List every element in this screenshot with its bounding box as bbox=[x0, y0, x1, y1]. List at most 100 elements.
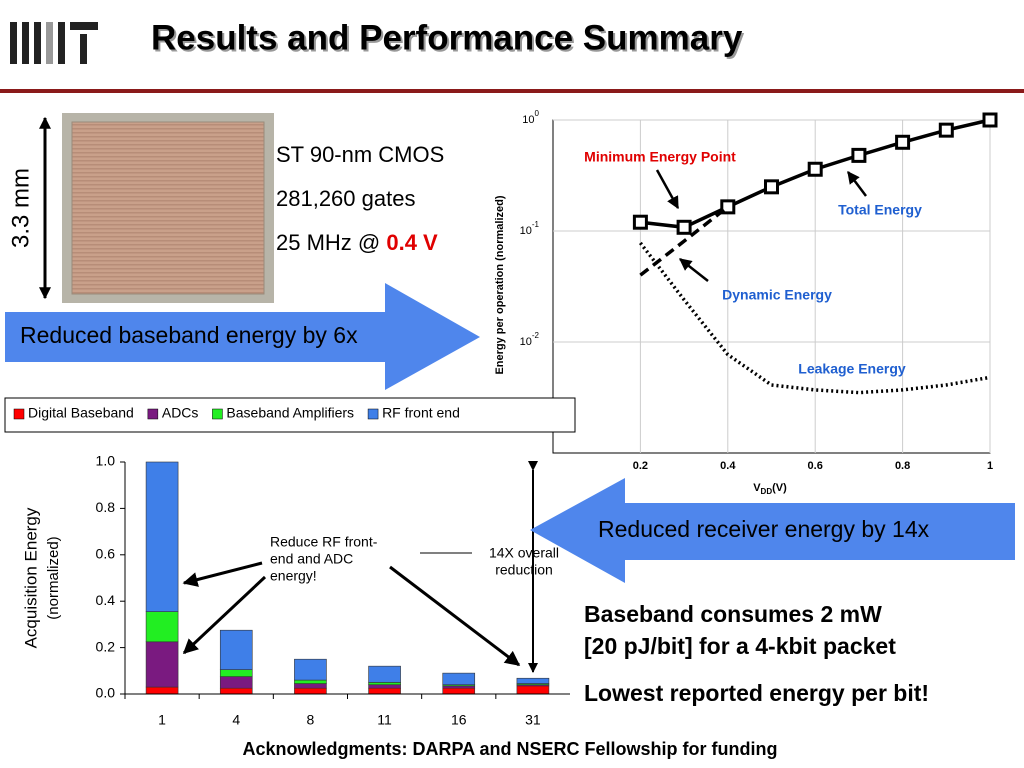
header-rule bbox=[0, 89, 1024, 93]
bar-segment bbox=[145, 641, 179, 688]
bar-segment bbox=[145, 611, 179, 643]
chip-spec: 281,260 gates bbox=[276, 186, 415, 211]
bar-segment bbox=[294, 683, 327, 689]
y-tick-exponent: -2 bbox=[532, 331, 540, 340]
legend-label: ADCs bbox=[162, 405, 199, 421]
bar-segment bbox=[294, 679, 327, 684]
bar-segment bbox=[368, 665, 401, 683]
bar-segment bbox=[442, 685, 476, 689]
bar-segment bbox=[368, 682, 401, 686]
legend-label: Digital Baseband bbox=[28, 405, 134, 421]
x-tick-label: 8 bbox=[307, 712, 315, 728]
y-tick-label: 0.2 bbox=[96, 638, 116, 654]
y-tick-exponent: -1 bbox=[532, 220, 540, 229]
legend-swatch bbox=[367, 408, 379, 420]
x-tick-label: 16 bbox=[451, 712, 467, 728]
line-annotation-arrows bbox=[655, 169, 867, 282]
logo bbox=[10, 22, 98, 64]
y-axis-label: Energy per operation (normalized) bbox=[494, 195, 506, 374]
callout-text: Reduced receiver energy by 14x bbox=[598, 516, 930, 542]
bar-segment bbox=[219, 676, 253, 689]
series-marker bbox=[807, 161, 823, 177]
footer: Acknowledgments: DARPA and NSERC Fellows… bbox=[242, 739, 777, 759]
annotation: energy! bbox=[270, 568, 317, 584]
chip-spec: ST 90-nm CMOS bbox=[276, 142, 444, 167]
series-marker bbox=[851, 147, 867, 163]
annotation-box bbox=[478, 544, 570, 582]
series-line bbox=[639, 241, 991, 395]
bar-annotation-arrows bbox=[182, 461, 538, 673]
callout-arrow bbox=[5, 283, 480, 390]
bar-segment bbox=[145, 461, 179, 612]
series-marker bbox=[632, 214, 648, 230]
title-shadow: Results and Performance Summary bbox=[153, 20, 745, 59]
annotation: Reduce RF front- bbox=[270, 534, 378, 550]
annotation: Total Energy bbox=[838, 202, 922, 218]
series-marker bbox=[676, 219, 692, 235]
plot-area bbox=[552, 119, 991, 454]
x-tick-label: 31 bbox=[525, 712, 541, 728]
y-tick-label: 10-1 bbox=[520, 220, 540, 237]
highlight: Baseband consumes 2 mW bbox=[584, 601, 882, 627]
x-label-base: V bbox=[753, 482, 761, 494]
bar-segment bbox=[294, 658, 327, 681]
annotation: Leakage Energy bbox=[798, 361, 906, 377]
y-tick-label: 0.8 bbox=[96, 499, 116, 515]
series-marker bbox=[720, 199, 736, 215]
x-label-unit: (V) bbox=[772, 482, 787, 494]
x-label-sub: DD bbox=[761, 487, 773, 496]
chip-die bbox=[71, 121, 265, 295]
x-tick-label: 11 bbox=[377, 712, 392, 728]
slide-title: Results and Performance Summary bbox=[151, 18, 743, 57]
bar-segment bbox=[219, 687, 253, 695]
bar-segment bbox=[442, 672, 476, 686]
annotation: end and ADC bbox=[270, 551, 353, 567]
y-tick-label: 0.0 bbox=[96, 685, 116, 701]
bar-segment bbox=[145, 686, 179, 695]
annotation-box bbox=[265, 533, 415, 588]
y-axis-label: Acquisition Energy bbox=[21, 507, 40, 648]
legend-swatch bbox=[212, 408, 223, 420]
callout-text: Reduced baseband energy by 6x bbox=[20, 322, 358, 348]
bar-segment bbox=[368, 687, 401, 695]
x-tick-label: 0.6 bbox=[808, 460, 823, 472]
bar-chart: Digital Baseband ADCs Baseband Amplifiers R… bbox=[4, 397, 576, 728]
highlight: [20 pJ/bit] for a 4-kbit packet bbox=[584, 633, 896, 659]
legend-label: Baseband Amplifiers bbox=[226, 405, 354, 421]
bar-segment bbox=[516, 685, 550, 695]
x-tick-label: 1 bbox=[987, 460, 993, 472]
x-tick-label: 0.4 bbox=[720, 460, 736, 472]
x-tick-label: 0.2 bbox=[633, 460, 648, 472]
y-tick-base: 10 bbox=[520, 336, 532, 348]
annotation: reduction bbox=[495, 562, 553, 578]
series-marker bbox=[982, 112, 998, 128]
y-tick-label: 100 bbox=[522, 109, 539, 126]
x-tick-label: 1 bbox=[158, 712, 166, 728]
annotation: Minimum Energy Point bbox=[584, 149, 736, 165]
annotation: Dynamic Energy bbox=[722, 287, 832, 303]
y-axis-label: (normalized) bbox=[45, 536, 62, 619]
bar-segment bbox=[219, 629, 253, 670]
bar-segment bbox=[294, 687, 327, 695]
chip-size: 3.3 mm bbox=[7, 168, 34, 248]
x-tick-label: 4 bbox=[232, 712, 240, 728]
chip-spec: 25 MHz @ 0.4 V bbox=[276, 230, 438, 255]
callout-arrow bbox=[530, 478, 1015, 583]
bar-segment bbox=[516, 677, 550, 684]
series-marker bbox=[938, 122, 954, 138]
legend-swatch bbox=[147, 408, 159, 420]
y-tick-base: 10 bbox=[520, 225, 532, 237]
y-tick-label: 10-2 bbox=[520, 331, 540, 348]
x-axis-label: VDD(V) bbox=[753, 482, 787, 496]
highlight: Lowest reported energy per bit! bbox=[584, 680, 929, 706]
x-tick-label: 0.8 bbox=[895, 460, 910, 472]
bar-segment bbox=[368, 684, 401, 689]
bar-segment bbox=[219, 669, 253, 677]
y-tick-exponent: 0 bbox=[535, 109, 540, 118]
series-marker bbox=[764, 179, 779, 195]
y-tick-label: 1.0 bbox=[96, 453, 116, 469]
y-tick-label: 0.4 bbox=[96, 592, 116, 608]
